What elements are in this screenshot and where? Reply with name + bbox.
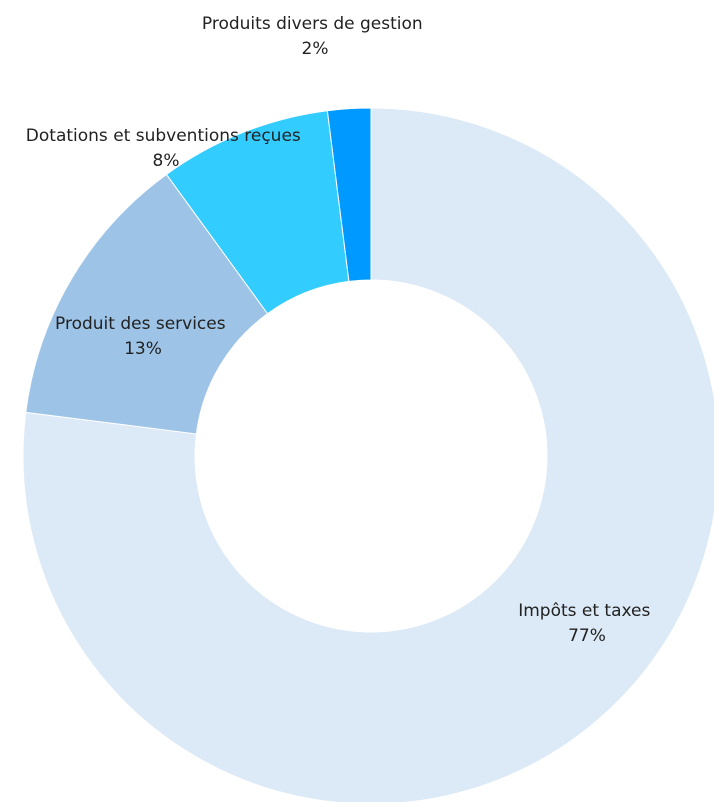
label-produit-des-services: Produit des services 13% — [55, 314, 231, 359]
donut-slices — [22, 107, 714, 802]
label-impots-et-taxes: Impôts et taxes 77% — [518, 601, 656, 646]
label-produit-des-services-name: Produit des services — [55, 314, 226, 334]
label-dotations-et-subventions-percent: 8% — [153, 151, 180, 171]
label-produits-divers-de-gestion-percent: 2% — [302, 39, 329, 59]
label-impots-et-taxes-percent: 77% — [568, 626, 606, 646]
label-produits-divers-de-gestion-name: Produits divers de gestion — [202, 14, 423, 34]
label-produits-divers-de-gestion: Produits divers de gestion 2% — [202, 14, 428, 59]
label-produit-des-services-percent: 13% — [124, 339, 162, 359]
label-impots-et-taxes-name: Impôts et taxes — [518, 601, 650, 621]
label-dotations-et-subventions-name: Dotations et subventions reçues — [26, 126, 301, 146]
label-dotations-et-subventions: Dotations et subventions reçues 8% — [26, 126, 306, 171]
slice-produit-des-services — [25, 173, 269, 435]
slice-labels: Impôts et taxes 77% Produit des services… — [26, 14, 656, 646]
slice-produits-divers-de-gestion — [326, 107, 372, 282]
slice-impots-et-taxes — [22, 107, 714, 802]
